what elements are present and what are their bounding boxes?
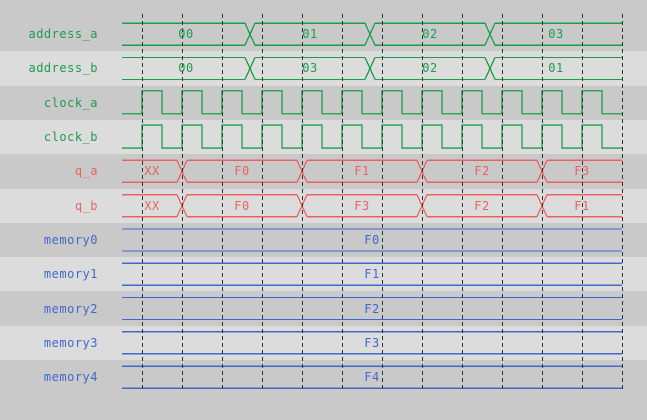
waveform-value-address_a: 03 [548,27,564,42]
waveform-value-address_a: 01 [302,27,318,42]
waveform-value-q_a: XX [144,164,160,179]
waveform-value-address_b: 02 [422,61,438,76]
signal-name-q_a[interactable]: q_a [74,164,98,179]
signal-name-memory3[interactable]: memory3 [43,335,98,350]
signal-name-clock_a[interactable]: clock_a [43,95,98,110]
signal-name-address_b[interactable]: address_b [28,61,98,76]
waveform-value-q_b: F3 [354,198,370,213]
waveform-value-address_b: 00 [178,61,194,76]
signal-name-memory0[interactable]: memory0 [43,232,98,247]
waveform-value-q_a: F1 [354,164,370,179]
waveform-value-memory2: F2 [364,301,380,316]
waveform-value-address_b: 03 [302,61,318,76]
signal-name-clock_b[interactable]: clock_b [43,130,98,145]
waveform-value-address_a: 02 [422,27,438,42]
signal-name-q_b[interactable]: q_b [74,198,98,213]
waveform-value-q_b: F0 [234,198,250,213]
waveform-value-q_b: XX [144,198,160,213]
waveform-value-q_a: F3 [574,164,590,179]
waveform-value-memory1: F1 [364,267,380,282]
waveform-value-q_a: F0 [234,164,250,179]
waveform-value-memory3: F3 [364,335,380,350]
waveform-value-q_a: F2 [474,164,490,179]
waveform-value-memory4: F4 [364,370,380,385]
waveform-value-memory0: F0 [364,232,380,247]
waveform-value-q_b: F2 [474,198,490,213]
signal-name-memory4[interactable]: memory4 [43,370,98,385]
signal-name-memory1[interactable]: memory1 [43,267,98,282]
waveform-value-address_a: 00 [178,27,194,42]
signal-name-address_a[interactable]: address_a [28,27,98,42]
signal-name-memory2[interactable]: memory2 [43,301,98,316]
waveform-value-q_b: F1 [574,198,590,213]
waveform-value-address_b: 01 [548,61,564,76]
